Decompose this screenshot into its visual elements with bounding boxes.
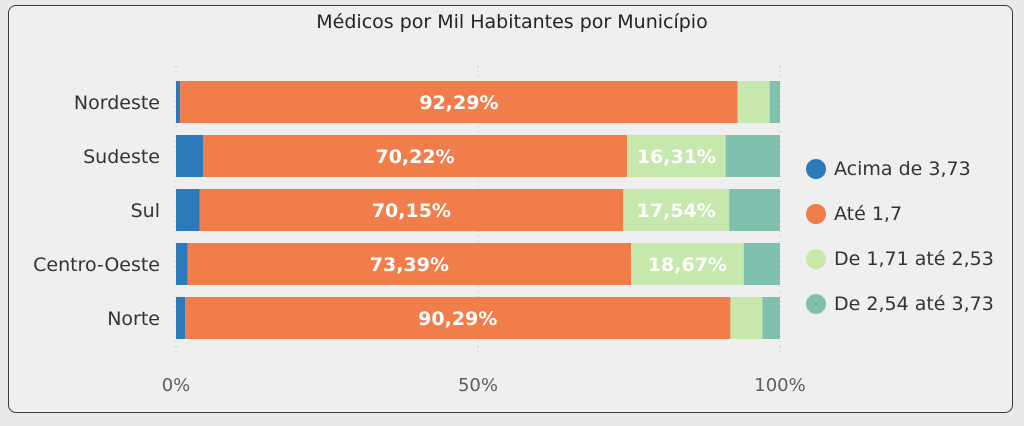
legend-label: Até 1,7 <box>834 202 903 225</box>
bar-segment[interactable] <box>725 135 780 177</box>
x-tick-label: 100% <box>754 375 805 396</box>
category-label: Nordeste <box>74 92 160 114</box>
category-label: Centro-Oeste <box>33 254 160 276</box>
data-label: 73,39% <box>370 254 449 276</box>
legend-item[interactable]: De 1,71 até 2,53 <box>806 236 994 281</box>
category-label: Sul <box>131 200 160 222</box>
data-label: 70,15% <box>372 200 451 222</box>
legend-marker-icon <box>806 293 826 314</box>
bar-segment[interactable] <box>180 81 738 123</box>
data-label: 18,67% <box>648 254 727 276</box>
bar-segment[interactable] <box>623 189 730 231</box>
bar-segment[interactable] <box>176 81 181 123</box>
category-label: Sudeste <box>83 146 160 168</box>
x-tick-label: 0% <box>162 375 191 396</box>
bar-segment[interactable] <box>729 189 780 231</box>
legend-marker-icon <box>806 248 826 269</box>
bar-segment[interactable] <box>743 243 780 285</box>
legend-label: De 1,71 até 2,53 <box>834 247 994 270</box>
bar-segment[interactable] <box>630 243 744 285</box>
bar-segment[interactable] <box>176 189 200 231</box>
bar-segment[interactable] <box>737 81 770 123</box>
legend: Acima de 3,73 Até 1,7 De 1,71 até 2,53 De 2… <box>806 146 994 326</box>
data-label: 70,22% <box>375 146 454 168</box>
data-label: 17,54% <box>637 200 716 222</box>
x-tick-label: 50% <box>458 375 498 396</box>
bar-segment[interactable] <box>187 243 631 285</box>
category-label: Norte <box>107 308 160 330</box>
legend-marker-icon <box>806 203 826 224</box>
bar-segment[interactable] <box>202 135 628 177</box>
data-label: 16,31% <box>637 146 716 168</box>
chart-title: Médicos por Mil Habitantes por Município <box>316 11 708 33</box>
data-label: 90,29% <box>418 308 497 330</box>
data-label: 92,29% <box>419 92 498 114</box>
bar-segment[interactable] <box>176 135 203 177</box>
bar-segment[interactable] <box>762 297 780 339</box>
legend-item[interactable]: De 2,54 até 3,73 <box>806 281 994 326</box>
bar-segment[interactable] <box>730 297 763 339</box>
bar-segment[interactable] <box>176 297 186 339</box>
legend-item[interactable]: Até 1,7 <box>806 191 994 236</box>
legend-label: De 2,54 até 3,73 <box>834 292 994 315</box>
bar-segment[interactable] <box>176 243 188 285</box>
bar-segment[interactable] <box>769 81 780 123</box>
bar-segment[interactable] <box>199 189 624 231</box>
bar-segment[interactable] <box>627 135 726 177</box>
bar-segment[interactable] <box>185 297 731 339</box>
legend-item[interactable]: Acima de 3,73 <box>806 146 994 191</box>
legend-label: Acima de 3,73 <box>834 157 971 180</box>
legend-marker-icon <box>806 158 826 179</box>
